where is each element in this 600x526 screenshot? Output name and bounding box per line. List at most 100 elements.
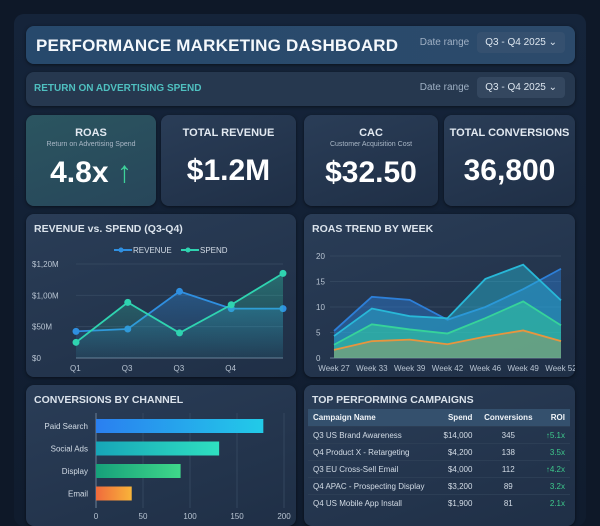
table-cell: Q3 US Brand Awareness <box>308 426 437 444</box>
series-line <box>333 263 562 337</box>
data-point <box>72 338 80 346</box>
table-cell: Q3 EU Cross-Sell Email <box>308 460 437 478</box>
bar-social-ads <box>96 441 220 456</box>
table-row[interactable]: Q3 US Brand Awareness $14,000 345 ↑5.1x <box>308 426 570 444</box>
bar-paid-search <box>96 419 264 433</box>
table-row[interactable]: Q4 Product X - Retargeting $4,200 138 3.5x <box>308 443 570 461</box>
y-tick-label: 0 <box>316 354 321 363</box>
date-range-value: Q3 - Q4 2025 <box>485 82 546 93</box>
kpi-subtitle: Return on Advertising Spend <box>46 141 136 148</box>
series-line <box>333 300 562 346</box>
y-tick-label: $1,00M <box>32 291 59 300</box>
table-cell: $4,200 <box>436 443 478 461</box>
table-cell: 89 <box>477 477 540 495</box>
series-line <box>333 267 562 332</box>
x-tick-label: Week 33 <box>356 364 388 373</box>
y-tick-label: 20 <box>316 252 325 261</box>
column-header[interactable]: ROI <box>539 409 570 427</box>
table-cell: $14,000 <box>436 426 478 444</box>
category-label: Paid Search <box>44 422 88 431</box>
kpi-value: 36,800 <box>463 154 556 187</box>
kpi-title: TOTAL CONVERSIONS <box>449 127 570 139</box>
kpi-value: $1.2M <box>186 154 271 187</box>
table-row[interactable]: Q4 APAC - Prospecting Display $3,200 89 3.2… <box>308 477 570 495</box>
x-tick-label: 200 <box>277 512 291 521</box>
data-point <box>227 301 235 309</box>
table-cell: 138 <box>477 443 540 461</box>
kpi-cac: CAC Customer Acquisition Cost $32.50 <box>304 115 438 206</box>
kpi-title: CAC <box>359 127 383 139</box>
y-tick-label: 15 <box>316 278 325 287</box>
x-tick-label: 50 <box>139 512 148 521</box>
x-tick-label: Week 39 <box>394 364 426 373</box>
chart-title: ROAS TREND BY WEEK <box>312 223 434 235</box>
column-header[interactable]: Spend <box>436 409 478 427</box>
x-tick-label: 150 <box>230 512 244 521</box>
kpi-total-revenue: TOTAL REVENUE $1.2M <box>161 115 296 206</box>
x-tick-label: 100 <box>183 512 197 521</box>
subheader-bar: RETURN ON ADVERTISING SPEND Date range Q… <box>26 72 575 106</box>
table-cell: 2.1x <box>539 494 570 511</box>
table-cell: 3.2x <box>539 477 570 495</box>
series-area <box>334 301 561 358</box>
data-point <box>176 287 183 295</box>
x-tick-label: Q3 <box>174 364 185 373</box>
kpi-title: TOTAL REVENUE <box>182 127 275 139</box>
bar-display <box>96 464 181 478</box>
legend-marker <box>185 247 191 253</box>
y-tick-label: 5 <box>316 329 321 338</box>
y-tick-label: $50M <box>32 323 52 332</box>
legend-label: REVENUE <box>133 246 172 255</box>
x-tick-label: Q4 <box>225 364 236 373</box>
x-tick-label: Q1 <box>70 364 81 373</box>
table-row[interactable]: Q4 US Mobile App Install $1,900 81 2.1x <box>308 494 570 511</box>
table-row[interactable]: Q3 EU Cross-Sell Email $4,000 112 ↑4.2x <box>308 460 570 478</box>
column-header[interactable]: Conversions <box>477 409 540 427</box>
section-title: RETURN ON ADVERTISING SPEND <box>34 83 202 94</box>
legend-marker <box>118 247 124 253</box>
kpi-roas: ROAS Return on Advertising Spend 4.8x ↑ <box>26 115 156 206</box>
x-tick-label: Week 52 <box>545 364 575 373</box>
x-tick-label: 0 <box>94 512 99 521</box>
y-tick-label: $1,20M <box>32 260 59 269</box>
data-point <box>176 329 183 337</box>
chevron-down-icon: ⌄ <box>548 37 557 48</box>
data-point <box>72 327 80 335</box>
table-cell: $4,000 <box>436 460 478 478</box>
conversions-by-channel-chart: CONVERSIONS BY CHANNEL 0 50 100 150 200 Paid … <box>26 385 296 526</box>
date-range-label: Date range <box>419 82 470 93</box>
table-cell: 81 <box>477 494 540 511</box>
x-tick-label: Week 46 <box>470 364 502 373</box>
campaigns-table: Campaign Name Spend Conversions ROI Q3 U… <box>308 409 570 511</box>
roas-trend-chart: ROAS TREND BY WEEK 0 5 10 15 20 Week 27 Week 3… <box>304 214 575 377</box>
x-tick-label: Week 49 <box>507 364 539 373</box>
table-cell: $1,900 <box>436 494 478 511</box>
category-label: Social Ads <box>51 445 88 454</box>
date-range-select[interactable]: Q3 - Q4 2025 ⌄ <box>477 32 565 53</box>
panel-title: TOP PERFORMING CAMPAIGNS <box>312 394 474 406</box>
kpi-value: $32.50 <box>325 156 417 189</box>
table-cell: 345 <box>477 426 540 444</box>
table-cell: 112 <box>477 460 540 478</box>
data-point <box>124 298 132 306</box>
date-range-value: Q3 - Q4 2025 <box>485 37 546 48</box>
kpi-subtitle: Customer Acquisition Cost <box>329 141 413 148</box>
dashboard: PERFORMANCE MARKETING DASHBOARD Date ran… <box>14 14 586 526</box>
column-header[interactable]: Campaign Name <box>308 409 437 427</box>
legend-label: SPEND <box>200 246 228 255</box>
table-cell: ↑4.2x <box>539 460 570 478</box>
table-cell: 3.5x <box>539 443 570 461</box>
kpi-value: 4.8x <box>50 156 109 189</box>
category-label: Display <box>62 467 88 476</box>
y-tick-label: $0 <box>32 354 41 363</box>
table-cell: ↑5.1x <box>539 426 570 444</box>
table-cell: Q4 Product X - Retargeting <box>308 443 437 461</box>
date-range-select[interactable]: Q3 - Q4 2025 ⌄ <box>477 77 565 98</box>
kpi-title: ROAS <box>75 127 107 139</box>
series-area <box>334 264 561 358</box>
header-bar: PERFORMANCE MARKETING DASHBOARD Date ran… <box>26 26 575 64</box>
x-tick-label: Q3 <box>122 364 133 373</box>
chart-title: CONVERSIONS BY CHANNEL <box>34 394 184 406</box>
kpi-total-conversions: TOTAL CONVERSIONS 36,800 <box>444 115 575 206</box>
page-title: PERFORMANCE MARKETING DASHBOARD <box>36 36 399 55</box>
